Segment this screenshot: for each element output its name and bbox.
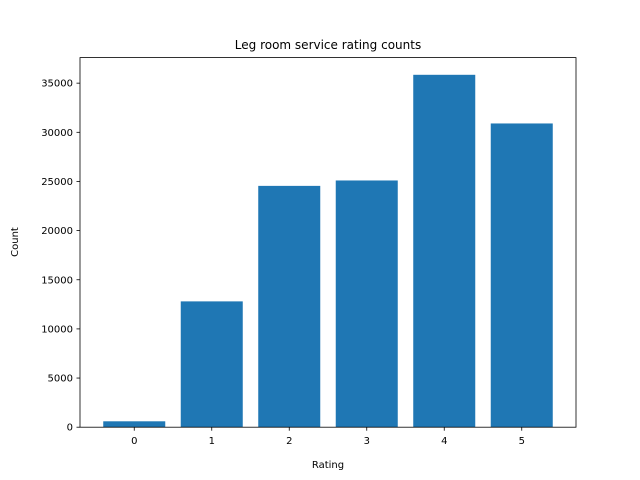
y-tick-label: 10000 xyxy=(41,324,73,335)
bar-rating-5 xyxy=(490,123,553,428)
y-tick-label: 30000 xyxy=(41,128,73,139)
bar-rating-0 xyxy=(103,421,166,428)
x-tick-label: 0 xyxy=(131,436,137,447)
y-tick-label: 0 xyxy=(67,423,73,434)
bar-rating-2 xyxy=(258,185,321,428)
chart-title: Leg room service rating counts xyxy=(235,38,421,52)
x-tick-label: 5 xyxy=(519,436,525,447)
y-tick-label: 5000 xyxy=(48,374,73,385)
x-axis-ticks: 0 1 2 3 4 5 xyxy=(131,427,525,447)
bar-rating-3 xyxy=(335,180,398,428)
bar-rating-1 xyxy=(180,301,243,428)
bars-group xyxy=(103,74,553,428)
x-tick-label: 1 xyxy=(209,436,215,447)
x-axis-label: Rating xyxy=(312,460,344,471)
y-tick-label: 15000 xyxy=(41,275,73,286)
y-axis-label: Count xyxy=(10,227,21,257)
x-tick-label: 4 xyxy=(441,436,447,447)
plot-frame xyxy=(79,57,577,428)
y-tick-label: 25000 xyxy=(41,177,73,188)
y-axis-ticks: 0 5000 10000 15000 20000 25000 30000 35000 xyxy=(41,79,80,434)
x-tick-label: 2 xyxy=(286,436,292,447)
y-tick-label: 20000 xyxy=(41,226,73,237)
x-tick-label: 3 xyxy=(364,436,370,447)
y-tick-label: 35000 xyxy=(41,79,73,90)
bar-rating-4 xyxy=(413,74,476,428)
